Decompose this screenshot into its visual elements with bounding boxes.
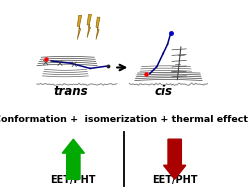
FancyArrow shape [164,139,186,179]
Text: EET/PHT: EET/PHT [51,175,96,185]
Polygon shape [77,15,82,40]
Polygon shape [87,14,92,38]
Polygon shape [96,17,100,40]
Text: trans: trans [53,85,88,98]
Text: EET/PHT: EET/PHT [152,175,197,185]
Text: cis: cis [154,85,172,98]
Text: Conformation +  isomerization + thermal effects: Conformation + isomerization + thermal e… [0,115,248,124]
FancyArrow shape [62,139,84,179]
